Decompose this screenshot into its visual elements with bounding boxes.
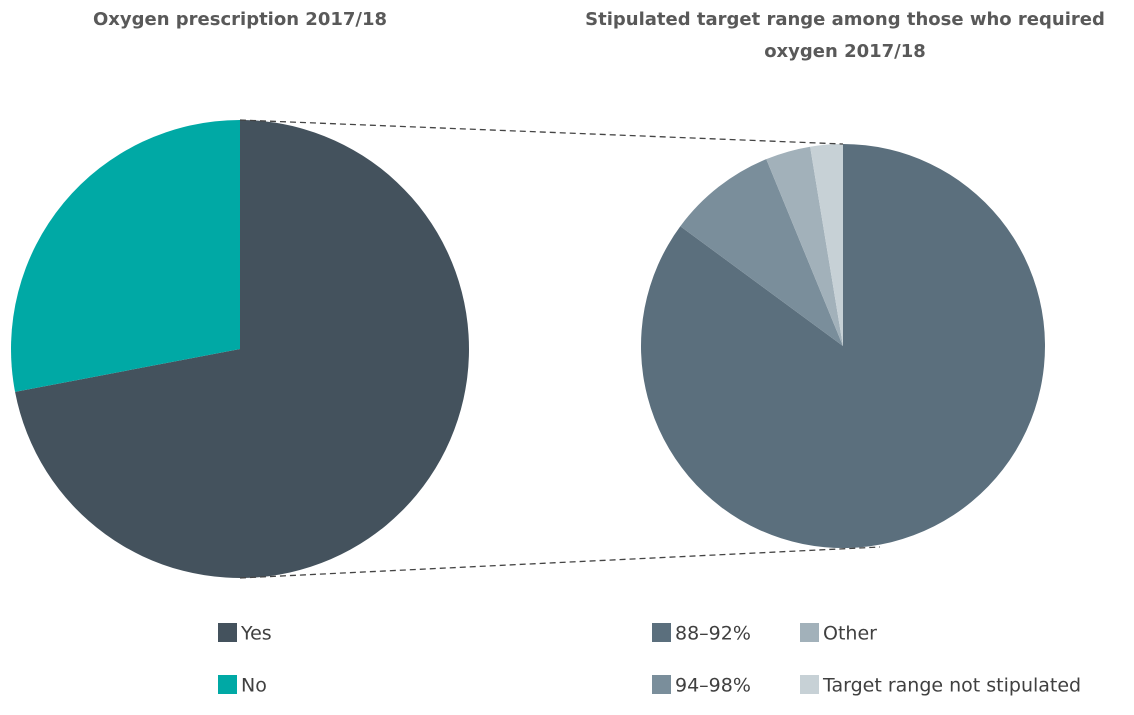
pie-slice — [10, 120, 241, 392]
chart-title: Stipulated target range among those who … — [585, 9, 1105, 62]
legend-swatch — [652, 623, 671, 642]
pie-slice — [766, 146, 843, 346]
legend-label: 88–92% — [675, 623, 751, 645]
legend-swatch — [800, 675, 819, 694]
chart-title: Oxygen prescription 2017/18 — [92, 9, 388, 30]
legend-label: Yes — [240, 623, 272, 645]
connector — [239, 119, 844, 145]
legend-label: No — [241, 675, 267, 697]
pie-slice — [680, 159, 843, 346]
connector — [239, 546, 881, 579]
legend-label: Other — [823, 623, 877, 645]
legend-swatch — [218, 675, 237, 694]
legend-label: Target range not stipulated — [822, 675, 1081, 697]
legend-label: 94–98% — [675, 675, 751, 697]
pie-slice — [15, 120, 470, 578]
legend-swatch — [218, 623, 237, 642]
pie-slice — [810, 144, 843, 346]
legend-swatch — [652, 675, 671, 694]
legend-swatch — [800, 623, 819, 642]
